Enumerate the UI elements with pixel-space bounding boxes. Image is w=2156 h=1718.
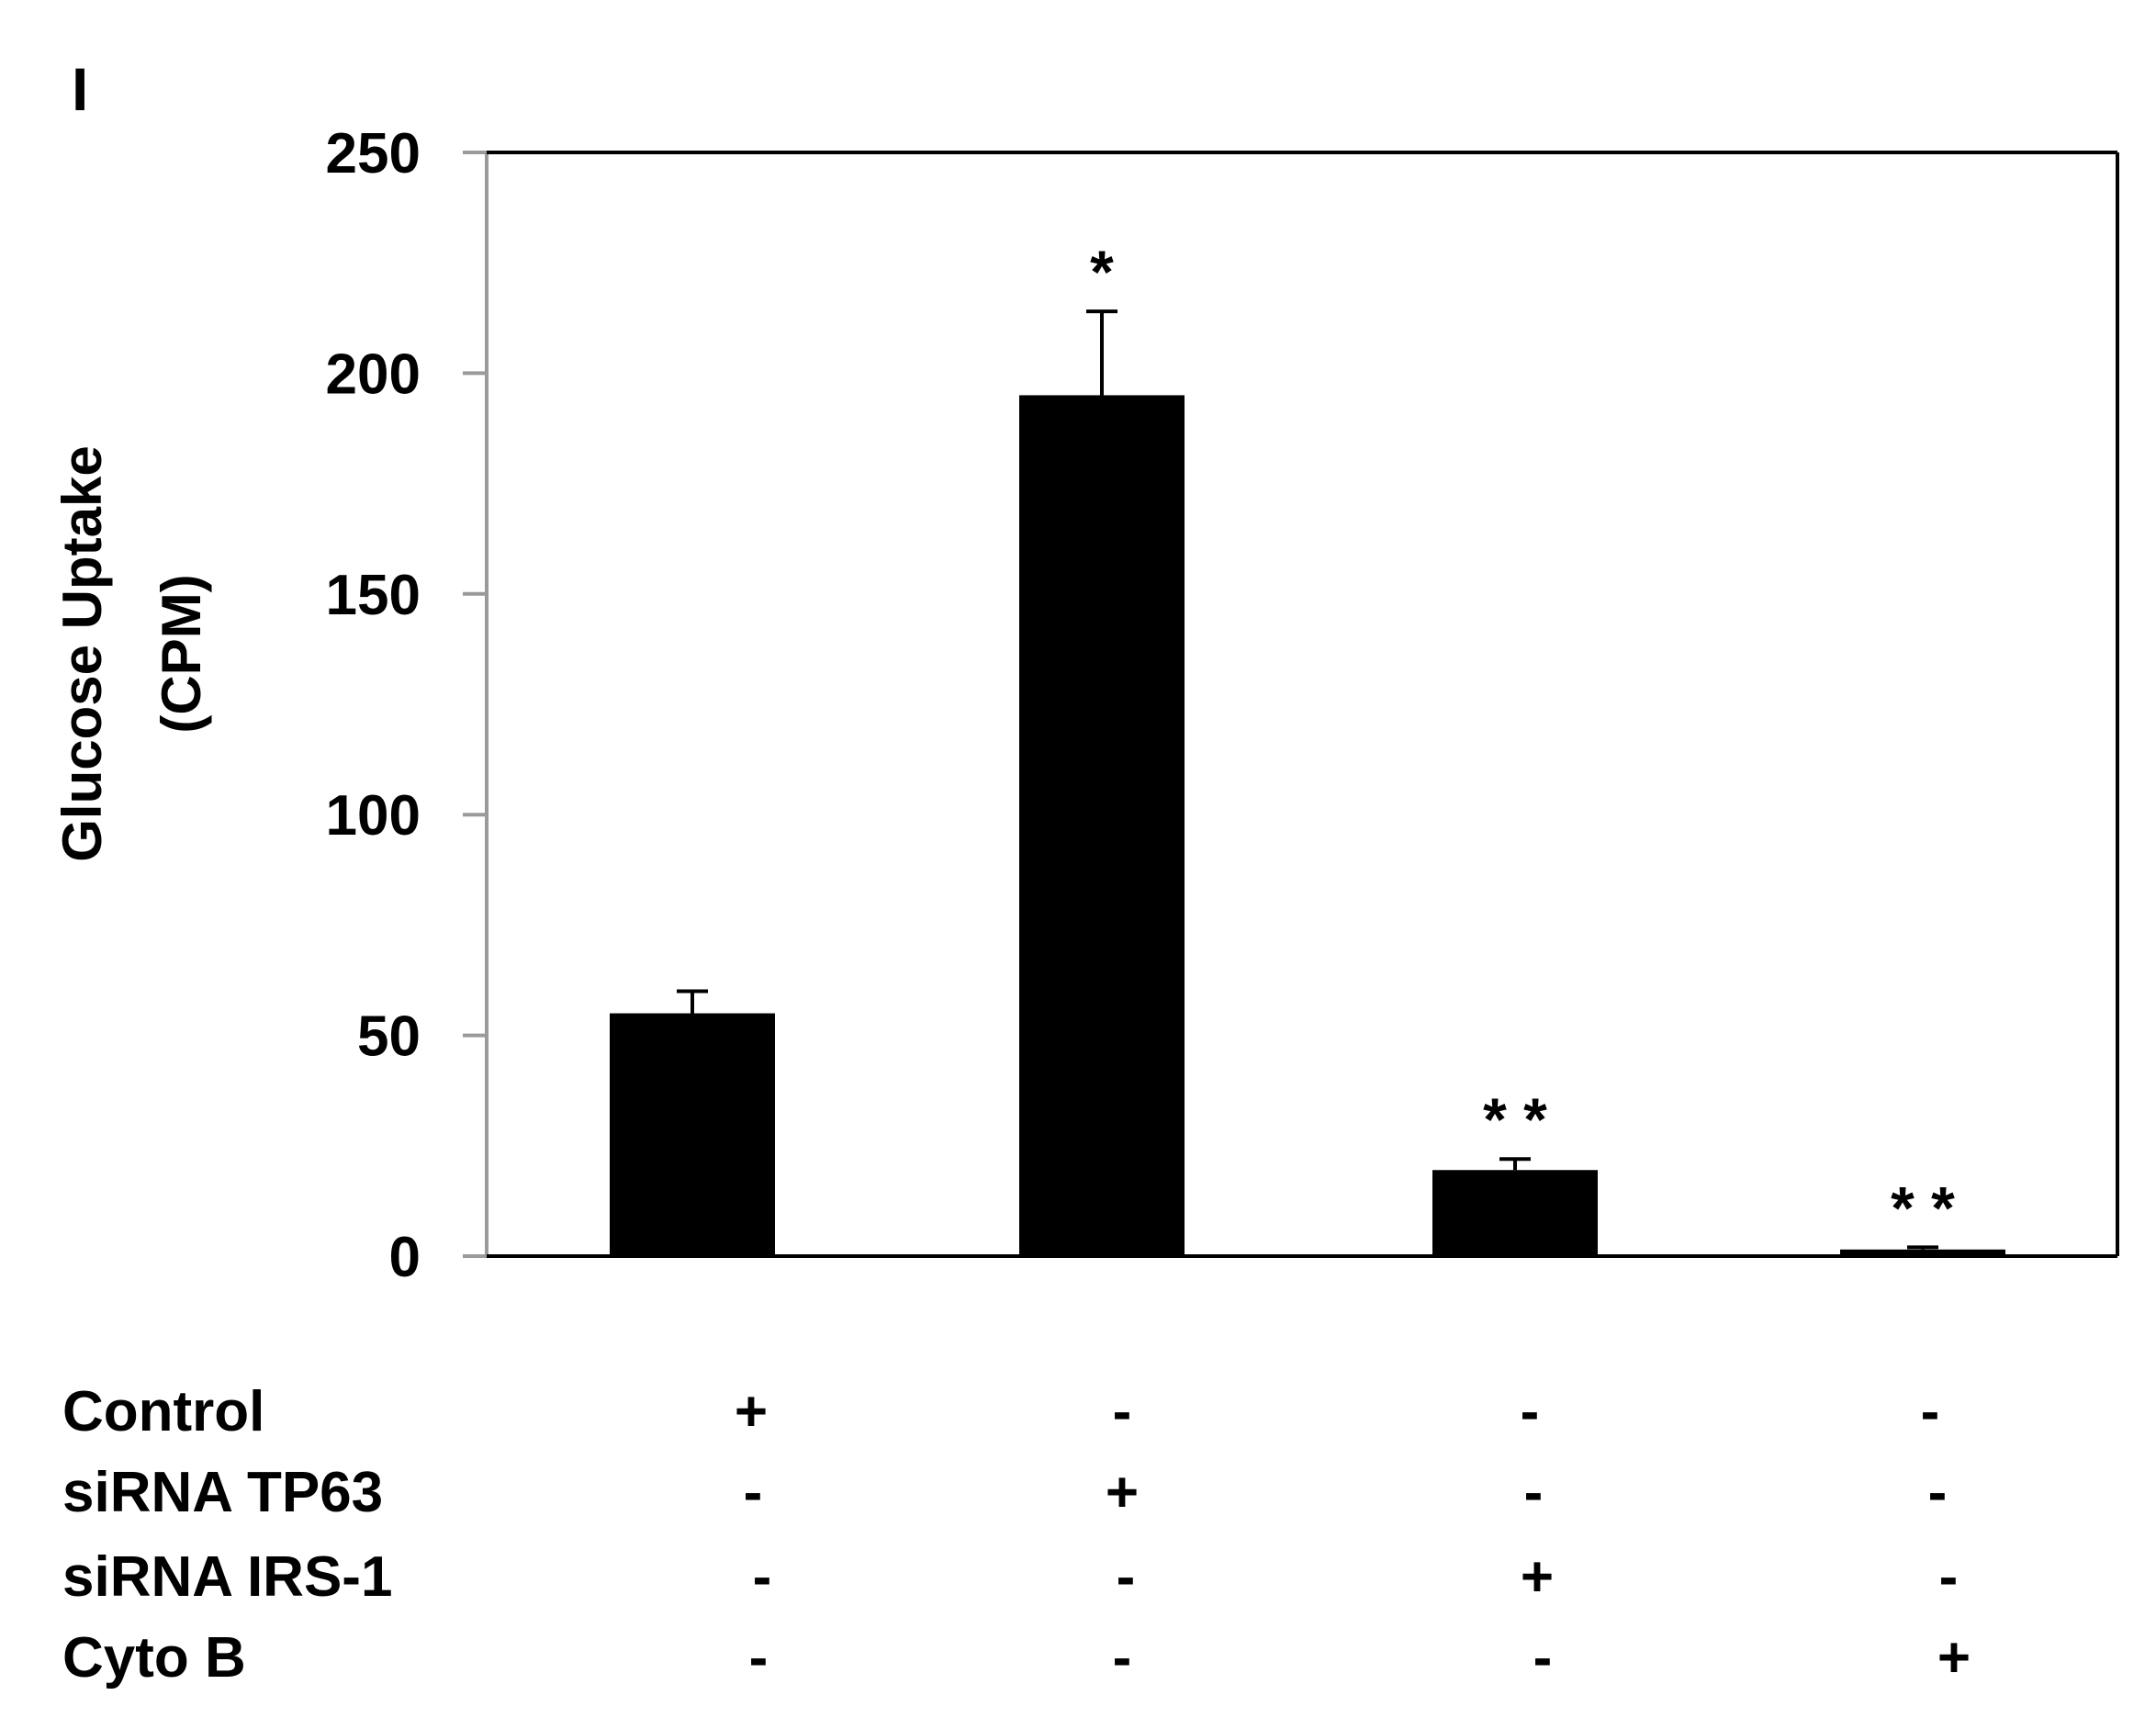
condition-mark: + xyxy=(1521,1545,1554,1609)
condition-mark: - xyxy=(1928,1461,1948,1524)
conditions-table: Control + - - - siRNA TP63 - + - - siRNA IRS-1 - - + -… xyxy=(62,1380,1971,1690)
y-tick-label: 100 xyxy=(326,784,421,848)
significance-mark: * * xyxy=(1483,1085,1547,1153)
condition-mark: - xyxy=(1533,1626,1553,1690)
condition-label: Cyto B xyxy=(62,1626,246,1690)
condition-mark: + xyxy=(735,1380,768,1443)
condition-mark: + xyxy=(1106,1461,1139,1524)
bars: * * * * * xyxy=(610,238,2005,1256)
condition-mark: - xyxy=(744,1461,763,1524)
condition-mark: - xyxy=(753,1545,772,1609)
significance-mark: * * xyxy=(1891,1173,1955,1241)
condition-mark: - xyxy=(1524,1461,1544,1524)
y-axis: 0 50 100 150 200 250 xyxy=(326,122,487,1289)
condition-mark: - xyxy=(1921,1380,1940,1443)
y-tick-label: 250 xyxy=(326,122,421,185)
condition-mark: - xyxy=(1521,1380,1540,1443)
condition-label: siRNA IRS-1 xyxy=(62,1545,392,1609)
y-tick-label: 150 xyxy=(326,564,421,627)
condition-mark: - xyxy=(1939,1545,1959,1609)
condition-mark: + xyxy=(1937,1626,1971,1690)
significance-mark: * xyxy=(1090,238,1114,306)
condition-label: siRNA TP63 xyxy=(62,1461,383,1524)
panel-label: I xyxy=(72,55,88,123)
y-axis-label-line1: Glucose Uptake xyxy=(51,445,113,862)
condition-mark: - xyxy=(1117,1545,1136,1609)
bar xyxy=(610,1013,775,1256)
condition-mark: - xyxy=(1113,1380,1132,1443)
condition-mark: - xyxy=(1113,1626,1132,1690)
condition-mark: - xyxy=(749,1626,769,1690)
y-tick-label: 200 xyxy=(326,342,421,406)
bar xyxy=(1840,1249,2005,1256)
condition-label: Control xyxy=(62,1380,264,1443)
y-tick-label: 0 xyxy=(389,1226,421,1289)
bar xyxy=(1019,395,1185,1256)
y-tick-label: 50 xyxy=(357,1005,421,1069)
bar xyxy=(1432,1170,1598,1256)
y-axis-label-line2: (CPM) xyxy=(151,574,212,733)
